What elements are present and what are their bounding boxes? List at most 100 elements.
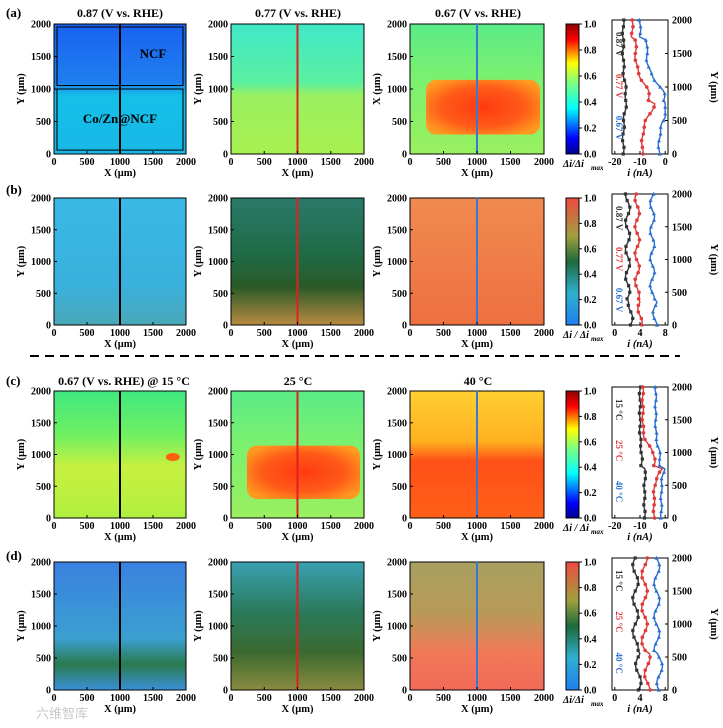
series-marker — [656, 138, 661, 143]
y-tick-label: 1000 — [31, 622, 51, 633]
series-marker — [658, 84, 663, 89]
colorbar-label-sub: max — [591, 528, 604, 536]
legend-entry: 0.67 V — [614, 116, 624, 141]
x-tick-label: 500 — [257, 521, 272, 532]
hot-spot — [165, 453, 180, 462]
series-marker — [641, 404, 645, 409]
y-tick-label: 1000 — [31, 85, 51, 96]
plot-frame — [611, 19, 669, 155]
series-marker — [657, 562, 662, 567]
series-marker — [636, 615, 640, 619]
series-marker — [621, 152, 625, 156]
series-marker — [637, 431, 642, 435]
x-tick-label: 0 — [229, 521, 234, 532]
series-marker — [634, 192, 639, 196]
series-marker — [640, 602, 645, 606]
plot-x-label: i (nA) — [627, 532, 652, 543]
x-tick-label: 2000 — [354, 328, 374, 339]
colorbar-tick-label: 1.0 — [584, 194, 597, 205]
series-marker — [657, 151, 662, 156]
x-tick-label: 500 — [436, 693, 451, 704]
series-marker — [658, 450, 663, 455]
series-marker — [624, 244, 628, 248]
colorbar-label: Δi/Δi — [562, 695, 584, 706]
series-marker — [636, 205, 640, 209]
y-tick-label: 1000 — [208, 450, 228, 461]
series-marker — [653, 483, 657, 488]
series-marker — [648, 231, 653, 235]
series-marker — [649, 250, 654, 255]
heatmap-d1: 0 500 1000 1500 2000 0 500 1000 1500 2000 X (μm) Y … — [16, 558, 196, 716]
y-tick-label: 1500 — [208, 418, 228, 429]
legend-entry: 40 °C — [614, 653, 624, 674]
plot-x-tick-label: -10 — [633, 157, 646, 168]
y-tick-label: 500 — [36, 289, 51, 300]
y-tick-label: 2000 — [208, 194, 228, 205]
series-marker — [622, 38, 626, 42]
x-tick-label: 2000 — [534, 328, 554, 339]
colorbar-tick-label: 1.0 — [584, 387, 597, 398]
series-marker — [655, 443, 660, 448]
series-marker — [627, 238, 631, 242]
y-tick-label: 1000 — [387, 622, 407, 633]
x-tick-label: 2000 — [176, 693, 196, 704]
y-tick-label: 2000 — [387, 20, 407, 31]
colorbar-scale — [565, 561, 580, 691]
x-tick-label: 1000 — [288, 157, 308, 168]
plot-y-tick-label: 1500 — [672, 415, 692, 426]
y-tick-label: 500 — [36, 482, 51, 493]
plot-y-tick-label: 500 — [672, 116, 687, 127]
series-marker — [656, 654, 661, 659]
colorbar-label-sub: max — [591, 335, 604, 343]
series-marker — [654, 430, 659, 435]
series-marker — [653, 424, 658, 428]
series-marker — [659, 483, 664, 487]
colorbar-tick-label: 0.8 — [584, 583, 597, 594]
x-axis-label: X (μm) — [282, 168, 314, 179]
y-tick-label: 1500 — [387, 590, 407, 601]
series-marker — [648, 257, 653, 262]
series-marker — [648, 283, 653, 288]
plot-y-label: Y (μm) — [708, 71, 719, 103]
series-marker — [636, 655, 640, 659]
series-marker — [653, 417, 658, 422]
series-marker — [631, 563, 635, 567]
x-tick-label: 1500 — [143, 157, 163, 168]
series-marker — [644, 85, 649, 89]
y-tick-label: 1500 — [387, 225, 407, 236]
colorbar-label: Δi / Δi — [562, 523, 589, 534]
series-marker — [659, 509, 664, 514]
plot-y-tick-label: 500 — [672, 653, 687, 664]
plot-x-tick-label: -20 — [608, 157, 621, 168]
series-marker — [653, 457, 657, 461]
series-marker — [631, 596, 635, 600]
series-marker — [638, 405, 642, 409]
y-tick-label: 1000 — [387, 257, 407, 268]
x-tick-label: 2000 — [176, 328, 196, 339]
series-marker — [656, 569, 661, 573]
plot-x-tick-label: 0 — [612, 328, 617, 339]
y-tick-label: 2000 — [387, 387, 407, 398]
series-marker — [645, 51, 650, 56]
y-axis-label: Y (μm) — [16, 73, 27, 105]
series-marker — [654, 555, 659, 560]
plot-y-tick-label: 500 — [672, 288, 687, 299]
y-axis-label: Y (μm) — [193, 245, 204, 277]
x-tick-label: 500 — [257, 693, 272, 704]
series-marker — [624, 251, 628, 255]
legend-entry: 0.87 V — [614, 206, 624, 231]
colorbar-scale — [565, 23, 580, 155]
series-marker — [651, 509, 656, 514]
series-marker — [622, 18, 626, 22]
y-axis-label: Y (μm) — [372, 245, 383, 277]
region-label-ncf: NCF — [140, 46, 167, 61]
series-marker — [659, 489, 664, 494]
series-marker — [652, 615, 657, 619]
series-marker — [652, 78, 657, 82]
series-marker — [651, 463, 656, 468]
series-marker — [641, 132, 646, 136]
legend-entry: 0.77 V — [614, 74, 624, 99]
plot-y-tick-label: 1500 — [672, 222, 692, 233]
series-marker — [652, 503, 656, 507]
line-plot-d: 15 °C 25 °C 40 °C 0 4 8 i (nA) 0 500 1000 1500 2000… — [611, 554, 719, 715]
